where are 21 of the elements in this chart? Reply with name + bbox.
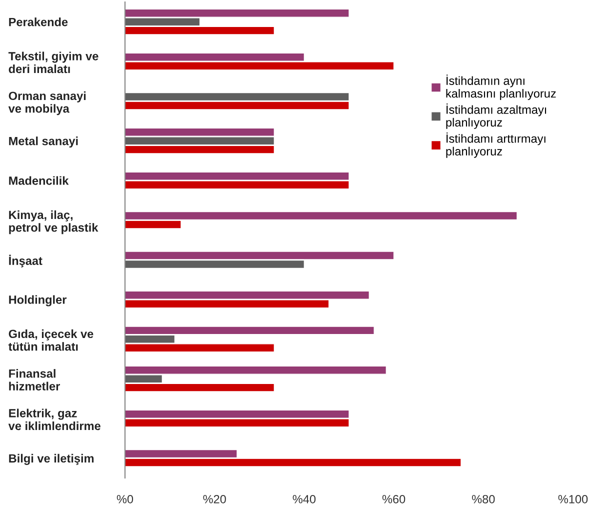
y-tick-label: Metal sanayi	[9, 136, 78, 148]
legend-label: İstihdamı arttırmayı planlıyoruz	[446, 132, 546, 158]
y-tick-label: Gıda, içecek ve tütün imalatı	[8, 329, 94, 351]
y-tick-label: İnşaat	[9, 254, 42, 268]
y-tick-label: Tekstil, giyim ve deri imalatı	[8, 52, 98, 74]
x-tick-label: %20	[203, 494, 226, 504]
y-tick-label: Orman sanayi ve mobilya	[8, 91, 86, 116]
y-tick-label: Madencilik	[9, 176, 69, 185]
x-tick-label: %80	[472, 494, 495, 504]
x-tick-label: %100	[558, 494, 588, 504]
y-tick-label: Bilgi ve iletişim	[9, 454, 94, 465]
legend-label: İstihdamın aynı kalmasını planlıyoruz	[446, 74, 556, 100]
y-tick-label: Finansal hizmetler	[9, 369, 60, 390]
x-tick-label: %40	[292, 494, 316, 504]
y-tick-label: Holdingler	[9, 295, 67, 306]
legend-label: İstihdamı azaltmayı planlıyoruz	[446, 104, 546, 129]
y-tick-label: Kimya, ilaç, petrol ve plastik	[9, 210, 98, 234]
y-tick-label: Elektrik, gaz ve iklimlendirme	[8, 408, 100, 430]
y-tick-label: Perakende	[9, 18, 68, 26]
x-tick-label: %60	[382, 494, 406, 504]
x-tick-label: %0	[116, 494, 134, 504]
